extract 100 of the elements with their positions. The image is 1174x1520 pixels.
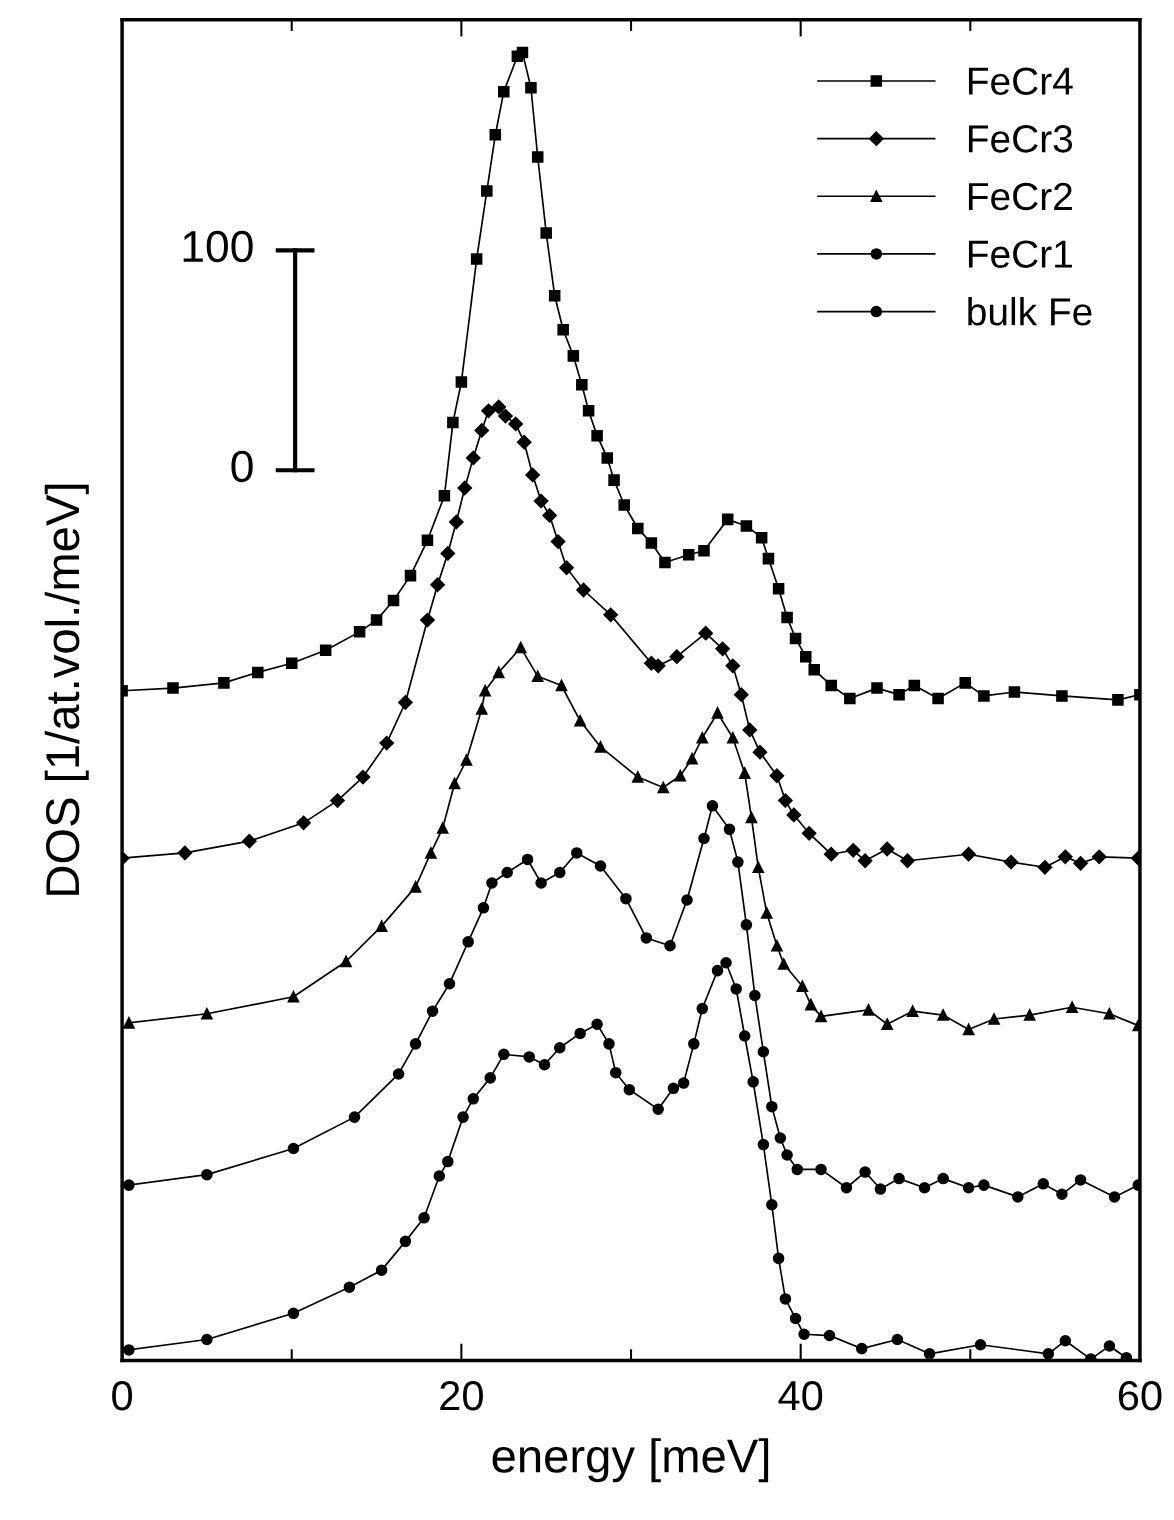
point [732,856,744,868]
point [696,732,709,744]
point [730,983,742,995]
point [769,768,785,784]
point [287,991,300,1003]
point [632,771,644,783]
point [177,845,193,861]
point [857,853,873,869]
point [978,1179,990,1191]
point [740,919,753,931]
point [1059,1335,1072,1347]
point [669,649,685,664]
point [815,1010,827,1023]
point [557,323,569,336]
point [479,684,491,697]
point [375,920,388,932]
point [796,980,809,993]
point [457,1111,469,1123]
point [1073,856,1088,871]
point [462,936,474,948]
point [426,1005,439,1017]
point [632,522,644,535]
point [772,582,785,595]
point [715,641,730,657]
point [1023,1009,1036,1021]
point [845,843,861,858]
point [618,499,631,511]
point [399,1235,412,1248]
point [698,625,713,641]
point [475,703,488,715]
point [893,1172,905,1185]
point [603,607,618,623]
point [398,695,413,710]
point [554,1042,566,1054]
point [603,1038,615,1050]
point [825,679,837,692]
point [798,1328,810,1341]
point [501,866,513,879]
point [862,1004,875,1016]
point [465,450,481,466]
point [516,434,532,450]
point [706,800,719,812]
point [440,546,456,561]
point [1103,1340,1116,1352]
point [436,822,449,834]
point [815,1163,827,1176]
point [808,664,821,676]
point [766,1100,778,1113]
point [498,85,510,98]
point [1037,1178,1050,1190]
point [457,480,473,496]
point [531,151,544,163]
point [609,1066,622,1079]
point [752,861,765,874]
point [567,350,580,362]
point [781,611,793,624]
point [421,534,434,547]
point [937,1009,949,1021]
point [698,544,710,557]
point [409,1038,422,1050]
x-tick-label: 40 [778,1380,823,1411]
point [752,744,768,760]
point [477,902,490,914]
point [498,1048,510,1061]
point [370,614,383,626]
point [582,405,595,417]
point [484,1072,496,1084]
point [574,1027,586,1040]
point [711,964,724,977]
point [1056,690,1068,702]
point [167,682,179,694]
point [470,253,483,265]
point [923,1348,936,1360]
legend-label: FeCr3 [968,125,1073,153]
point [555,679,568,692]
point [698,832,710,845]
point [652,1103,664,1116]
point [740,520,753,532]
point [123,1344,135,1356]
point [319,644,332,656]
point [448,777,461,790]
point [871,682,883,694]
point [757,1138,770,1151]
point [774,1132,787,1144]
point [682,548,695,561]
point [330,793,345,808]
point [425,847,437,859]
point [988,1013,1000,1025]
point [667,1082,680,1095]
point [498,408,513,424]
point [623,1083,636,1096]
point [1056,1188,1068,1201]
point [418,1212,430,1224]
point [855,1342,868,1355]
point [525,81,537,94]
point [387,594,400,607]
point [645,537,658,549]
point [554,866,566,879]
point [961,846,976,862]
point [745,811,758,824]
